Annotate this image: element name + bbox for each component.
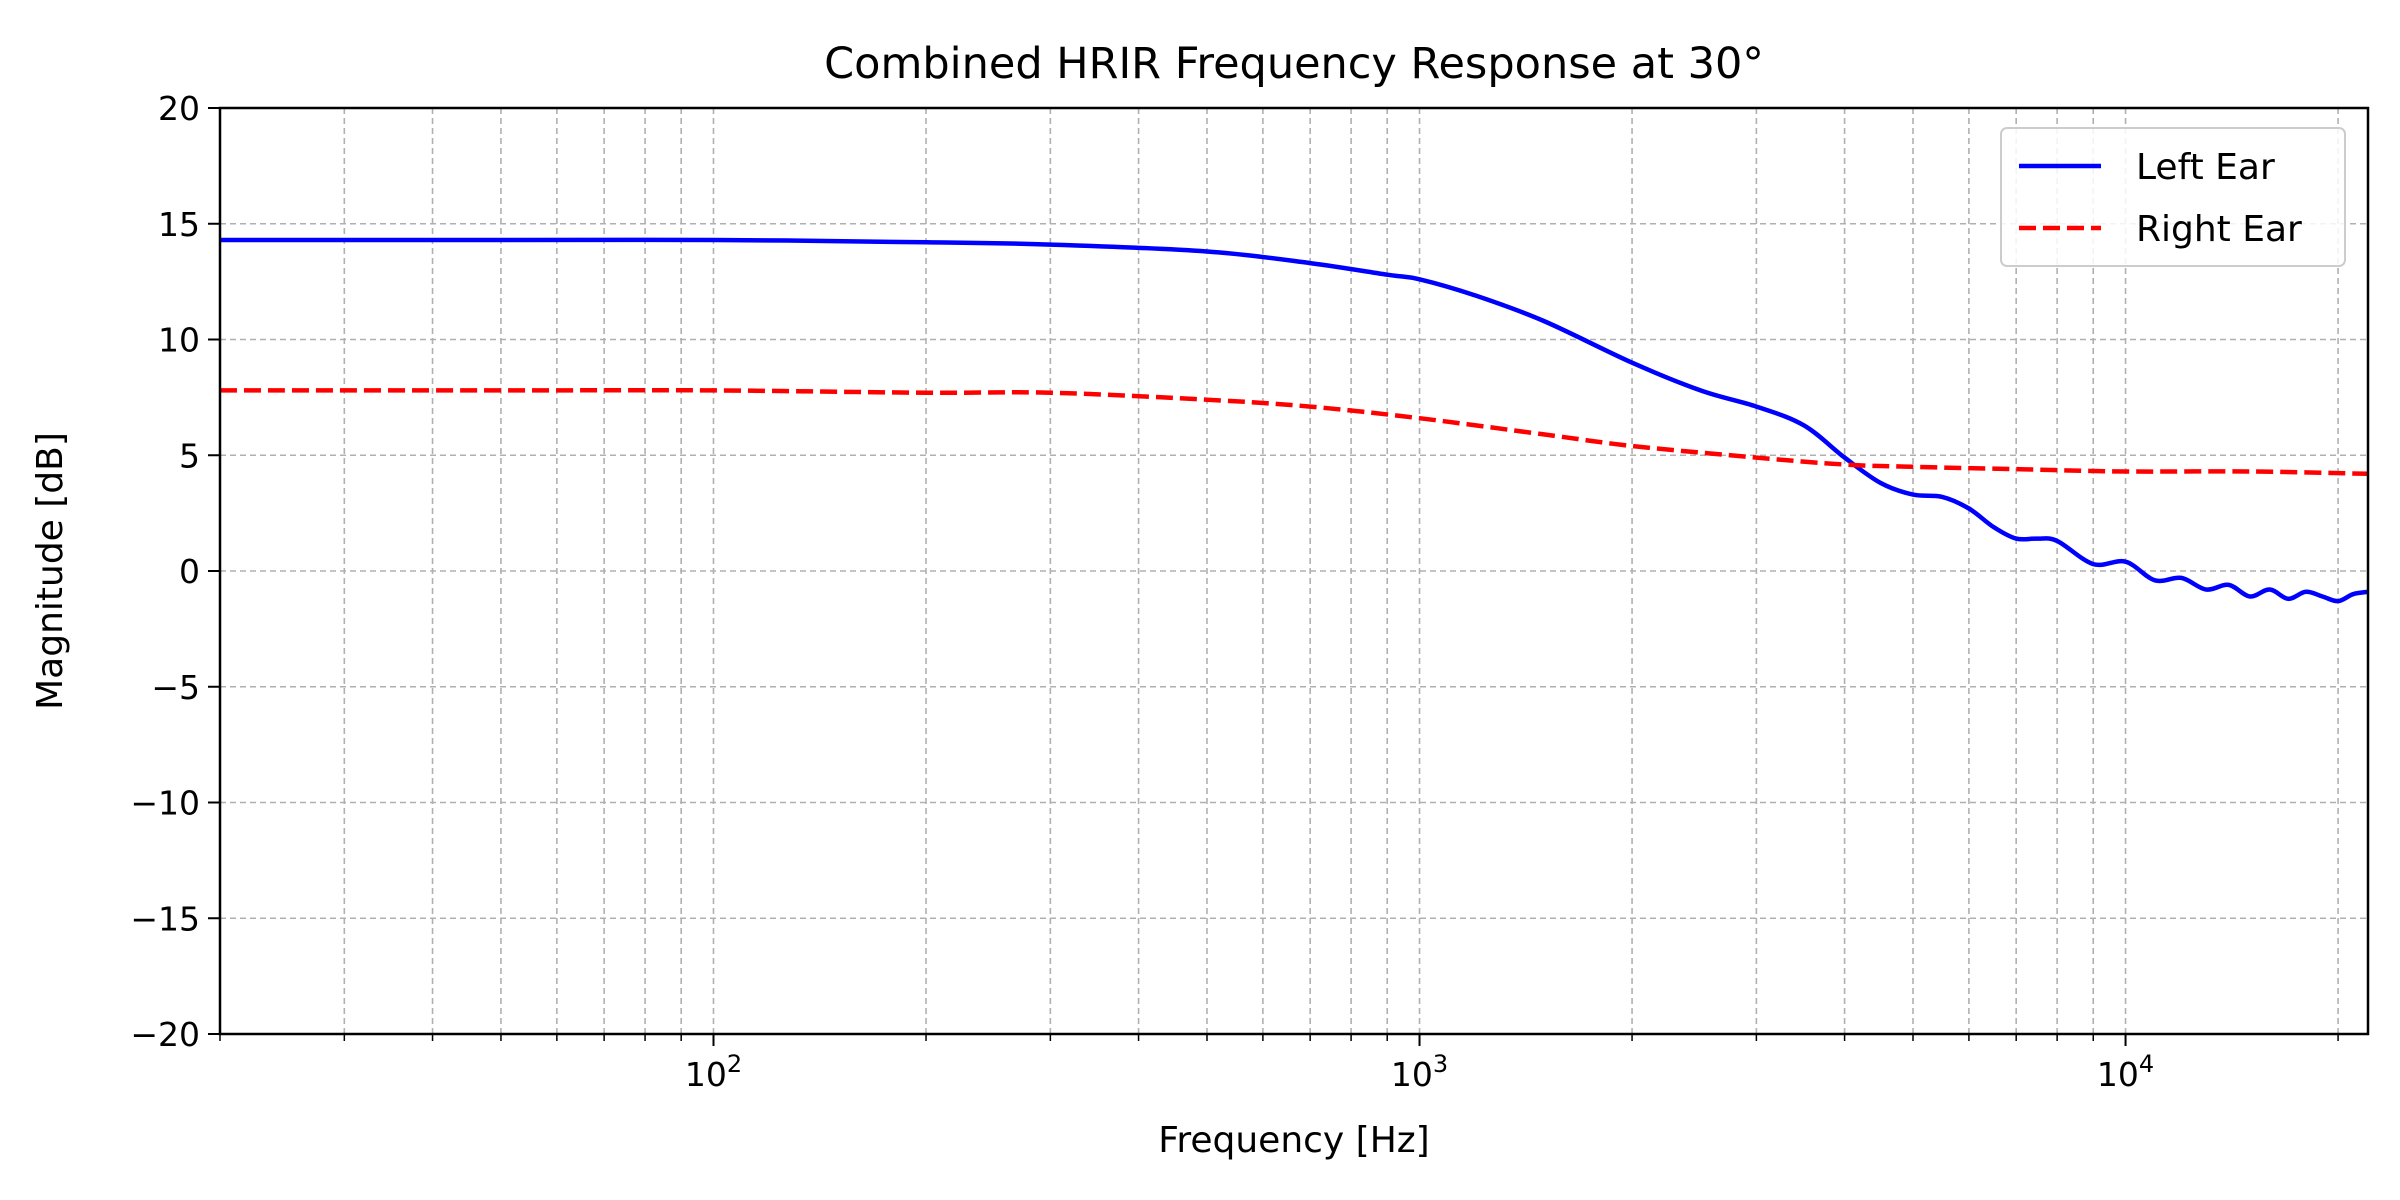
y-tick-label: 5 <box>179 436 200 475</box>
y-tick-label: 10 <box>158 321 200 360</box>
x-axis-title: Frequency [Hz] <box>1158 1120 1429 1161</box>
y-tick-label: −15 <box>130 899 200 938</box>
y-tick-label: 0 <box>179 552 200 591</box>
y-tick-label: −5 <box>151 668 200 707</box>
grid-layer <box>219 107 2368 1035</box>
legend-label-right-ear: Right Ear <box>2136 209 2302 250</box>
legend-box <box>2000 127 2346 267</box>
y-tick-label: −10 <box>130 784 200 823</box>
y-axis-title: Magnitude [dB] <box>30 432 71 710</box>
x-tick-label: 104 <box>2097 1050 2154 1094</box>
y-tick-label: 20 <box>158 89 200 128</box>
series-line-left-ear <box>220 237 2369 604</box>
series-layer <box>220 237 2369 604</box>
series-line-right-ear <box>220 387 2369 477</box>
legend-label-left-ear: Left Ear <box>2136 147 2275 188</box>
tick-layer: −20 −15 −10 −5 0 5 10 15 20 102 103 104 <box>130 89 2339 1094</box>
legend: Left Ear Right Ear <box>2000 127 2346 267</box>
x-tick-label: 103 <box>1391 1050 1448 1094</box>
y-tick-label: −20 <box>130 1015 200 1054</box>
x-tick-label: 102 <box>685 1050 742 1094</box>
chart-title: Combined HRIR Frequency Response at 30° <box>824 39 1764 89</box>
y-tick-label: 15 <box>158 205 200 244</box>
